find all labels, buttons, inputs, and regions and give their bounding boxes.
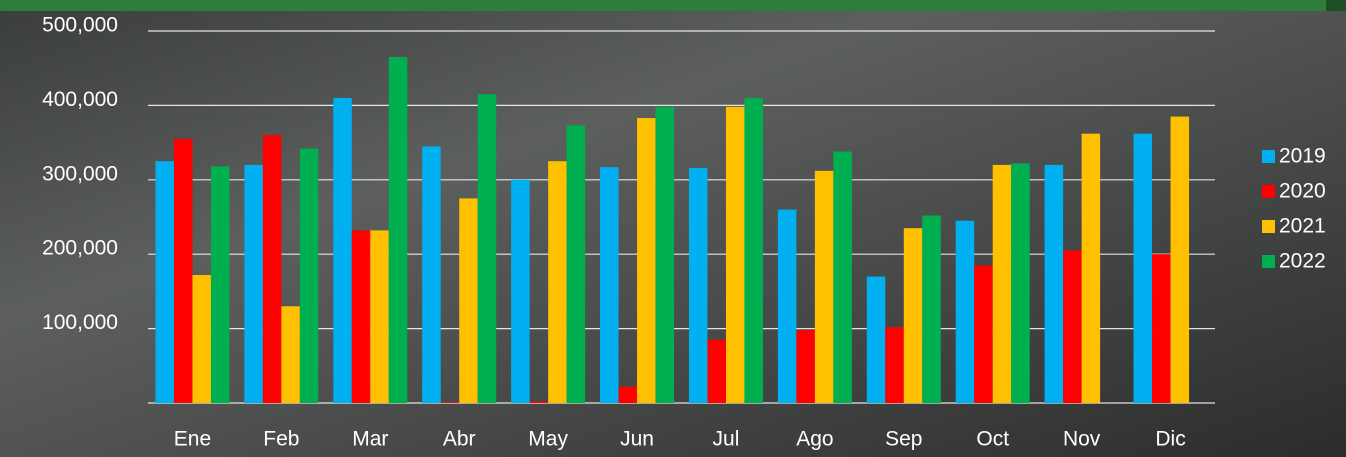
bar [619, 387, 638, 403]
x-tick-label: Sep [885, 428, 922, 451]
legend-swatch [1262, 255, 1275, 268]
bar [459, 198, 478, 403]
legend-swatch [1262, 220, 1275, 233]
x-tick-label: Ago [796, 428, 833, 451]
y-tick-label: 400,000 [42, 88, 118, 111]
legend-swatch [1262, 185, 1275, 198]
legend-label: 2020 [1279, 180, 1326, 203]
bar [815, 171, 834, 403]
bar [389, 57, 408, 403]
bar [778, 210, 797, 403]
bar [974, 265, 993, 403]
bar [904, 228, 923, 403]
x-tick-label: May [528, 428, 568, 451]
bar [1082, 134, 1101, 403]
bar [548, 161, 567, 403]
x-tick-label: Nov [1063, 428, 1101, 451]
bar [244, 165, 263, 403]
legend-label: 2019 [1279, 145, 1326, 168]
bar [833, 152, 852, 403]
y-tick-label: 300,000 [42, 162, 118, 185]
bar [174, 139, 193, 403]
bar [956, 221, 975, 403]
x-tick-label: Jul [713, 428, 740, 451]
y-tick-label: 200,000 [42, 237, 118, 260]
bar [567, 125, 586, 403]
bar [885, 327, 904, 403]
bar [1134, 134, 1153, 403]
bar [155, 161, 174, 403]
x-tick-label: Feb [263, 428, 299, 451]
x-tick-label: Jun [620, 428, 654, 451]
bar [726, 107, 745, 403]
bar [281, 306, 300, 403]
bar [530, 402, 549, 403]
bar [993, 165, 1012, 403]
x-tick-label: Oct [976, 428, 1009, 451]
x-tick-label: Abr [443, 428, 476, 451]
bar [922, 216, 941, 403]
bar [211, 166, 230, 403]
bar [707, 340, 726, 403]
y-tick-label: 100,000 [42, 311, 118, 334]
bar [796, 330, 815, 403]
bar [192, 275, 211, 403]
bar [333, 98, 352, 403]
bar [744, 98, 763, 403]
x-tick-label: Ene [174, 428, 211, 451]
bar [478, 94, 497, 403]
bar [370, 230, 389, 403]
header-band [0, 0, 1346, 11]
page: {"chart_data": { "type": "bar", "categor… [0, 0, 1346, 457]
bar [1045, 165, 1064, 403]
x-tick-label: Mar [352, 428, 388, 451]
legend-swatch [1262, 150, 1275, 163]
bar [637, 118, 656, 403]
bar [689, 168, 708, 403]
bar [1063, 250, 1082, 403]
legend-label: 2021 [1279, 215, 1326, 238]
chart: 100,000 200,000 300,000 400,000 500,000 Ene Fe… [0, 0, 1346, 457]
x-tick-label: Dic [1155, 428, 1185, 451]
bar [1152, 254, 1171, 403]
bar [656, 107, 675, 403]
bar [441, 402, 460, 403]
bar [422, 146, 441, 403]
bar [300, 149, 319, 403]
y-tick-label: 500,000 [42, 14, 118, 37]
bar [867, 277, 886, 403]
bar [352, 230, 371, 403]
header-band-edge [1326, 0, 1346, 11]
bar [263, 135, 282, 403]
bar [1011, 163, 1029, 403]
bar [511, 180, 530, 403]
bar [1171, 117, 1190, 403]
legend-label: 2022 [1279, 250, 1326, 273]
bar [600, 167, 619, 403]
